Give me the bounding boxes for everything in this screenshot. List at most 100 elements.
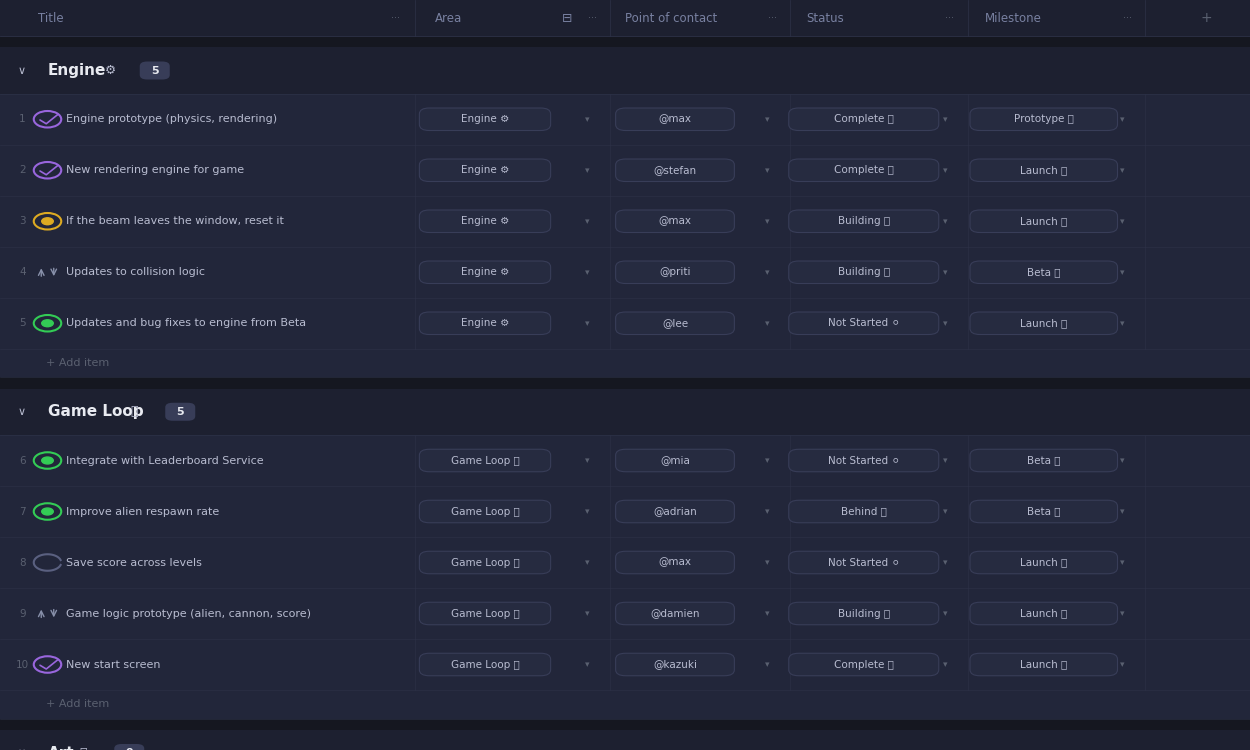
Text: ▾: ▾	[585, 319, 590, 328]
Text: ▾: ▾	[942, 609, 948, 618]
Text: @max: @max	[659, 557, 691, 568]
FancyBboxPatch shape	[165, 403, 195, 421]
Bar	[0, 690, 1250, 718]
Text: Launch 🚀: Launch 🚀	[1020, 216, 1068, 226]
FancyBboxPatch shape	[789, 312, 939, 334]
Bar	[0, 247, 1250, 298]
Text: If the beam leaves the window, reset it: If the beam leaves the window, reset it	[66, 216, 284, 226]
Circle shape	[41, 320, 54, 327]
Bar	[0, 718, 1250, 730]
Text: ▾: ▾	[765, 268, 770, 277]
FancyBboxPatch shape	[420, 449, 550, 472]
Text: Beta 🌱: Beta 🌱	[1028, 455, 1060, 466]
FancyBboxPatch shape	[616, 551, 735, 574]
Text: ···: ···	[390, 13, 400, 23]
Text: Engine ⚙: Engine ⚙	[461, 318, 509, 328]
Text: ▾: ▾	[942, 456, 948, 465]
Text: ▾: ▾	[942, 558, 948, 567]
FancyBboxPatch shape	[789, 500, 939, 523]
Text: Prototype 🛠: Prototype 🛠	[1014, 114, 1074, 125]
FancyBboxPatch shape	[420, 108, 550, 130]
Text: ▾: ▾	[585, 456, 590, 465]
Text: @max: @max	[659, 216, 691, 226]
Text: ▾: ▾	[1120, 456, 1125, 465]
Text: ⚙️: ⚙️	[105, 64, 116, 77]
Text: ▾: ▾	[1120, 609, 1125, 618]
Text: Building 🏗: Building 🏗	[838, 267, 890, 278]
Text: + Add item: + Add item	[46, 699, 110, 709]
Text: @mia: @mia	[660, 455, 690, 466]
Text: ▾: ▾	[585, 660, 590, 669]
Text: Complete ✅: Complete ✅	[834, 114, 894, 125]
FancyBboxPatch shape	[970, 500, 1118, 523]
Bar	[0, 588, 1250, 639]
Text: ▾: ▾	[765, 456, 770, 465]
Text: 5: 5	[19, 318, 26, 328]
FancyBboxPatch shape	[970, 159, 1118, 182]
Text: 🌈: 🌈	[79, 746, 86, 750]
Text: +: +	[1200, 11, 1212, 25]
FancyBboxPatch shape	[420, 312, 550, 334]
Text: Updates to collision logic: Updates to collision logic	[66, 267, 205, 278]
Text: 3: 3	[19, 216, 26, 226]
Bar	[0, 377, 1250, 388]
Text: 4: 4	[19, 267, 26, 278]
Text: Game Loop 📈: Game Loop 📈	[451, 455, 520, 466]
Text: ▾: ▾	[765, 166, 770, 175]
Text: Game logic prototype (alien, cannon, score): Game logic prototype (alien, cannon, sco…	[66, 608, 311, 619]
Text: ···: ···	[768, 13, 778, 23]
Text: ▾: ▾	[1120, 319, 1125, 328]
Text: Launch 🚀: Launch 🚀	[1020, 557, 1068, 568]
FancyBboxPatch shape	[616, 312, 735, 334]
FancyBboxPatch shape	[616, 449, 735, 472]
Text: Game Loop 📈: Game Loop 📈	[451, 608, 520, 619]
Text: ▾: ▾	[765, 115, 770, 124]
Bar	[0, 435, 1250, 486]
Text: Game Loop 📈: Game Loop 📈	[451, 659, 520, 670]
FancyBboxPatch shape	[420, 551, 550, 574]
Text: Building 🏗: Building 🏗	[838, 608, 890, 619]
Text: Complete ✅: Complete ✅	[834, 165, 894, 176]
FancyBboxPatch shape	[789, 449, 939, 472]
FancyBboxPatch shape	[616, 602, 735, 625]
Bar	[0, 47, 1250, 94]
Bar	[0, 537, 1250, 588]
Text: Engine ⚙: Engine ⚙	[461, 267, 509, 278]
Text: ▾: ▾	[585, 166, 590, 175]
FancyBboxPatch shape	[970, 261, 1118, 284]
Text: Launch 🚀: Launch 🚀	[1020, 659, 1068, 670]
Text: ▾: ▾	[942, 115, 948, 124]
FancyBboxPatch shape	[970, 312, 1118, 334]
FancyBboxPatch shape	[789, 602, 939, 625]
Text: New start screen: New start screen	[66, 659, 161, 670]
Text: ▾: ▾	[942, 166, 948, 175]
Text: ▾: ▾	[1120, 558, 1125, 567]
Text: New rendering engine for game: New rendering engine for game	[66, 165, 245, 176]
Text: ▾: ▾	[942, 217, 948, 226]
Bar	[0, 349, 1250, 377]
Text: @adrian: @adrian	[654, 506, 698, 517]
Text: ▾: ▾	[765, 558, 770, 567]
Text: @lee: @lee	[662, 318, 688, 328]
Text: @priti: @priti	[659, 267, 691, 278]
FancyBboxPatch shape	[420, 210, 550, 232]
FancyBboxPatch shape	[616, 653, 735, 676]
Text: Engine ⚙: Engine ⚙	[461, 114, 509, 125]
Text: 5: 5	[176, 406, 184, 417]
Text: Behind 🚩: Behind 🚩	[841, 506, 886, 517]
Text: Engine ⚙: Engine ⚙	[461, 216, 509, 226]
FancyBboxPatch shape	[970, 602, 1118, 625]
Text: Engine ⚙: Engine ⚙	[461, 165, 509, 176]
FancyBboxPatch shape	[789, 108, 939, 130]
Text: @max: @max	[659, 114, 691, 125]
Text: ···: ···	[588, 13, 598, 23]
Text: Launch 🚀: Launch 🚀	[1020, 165, 1068, 176]
Text: Area: Area	[435, 11, 462, 25]
Text: ▾: ▾	[942, 268, 948, 277]
FancyBboxPatch shape	[616, 108, 735, 130]
Text: ▾: ▾	[585, 217, 590, 226]
Text: Updates and bug fixes to engine from Beta: Updates and bug fixes to engine from Bet…	[66, 318, 306, 328]
FancyBboxPatch shape	[616, 500, 735, 523]
FancyBboxPatch shape	[420, 602, 550, 625]
Text: Beta 🌱: Beta 🌱	[1028, 267, 1060, 278]
